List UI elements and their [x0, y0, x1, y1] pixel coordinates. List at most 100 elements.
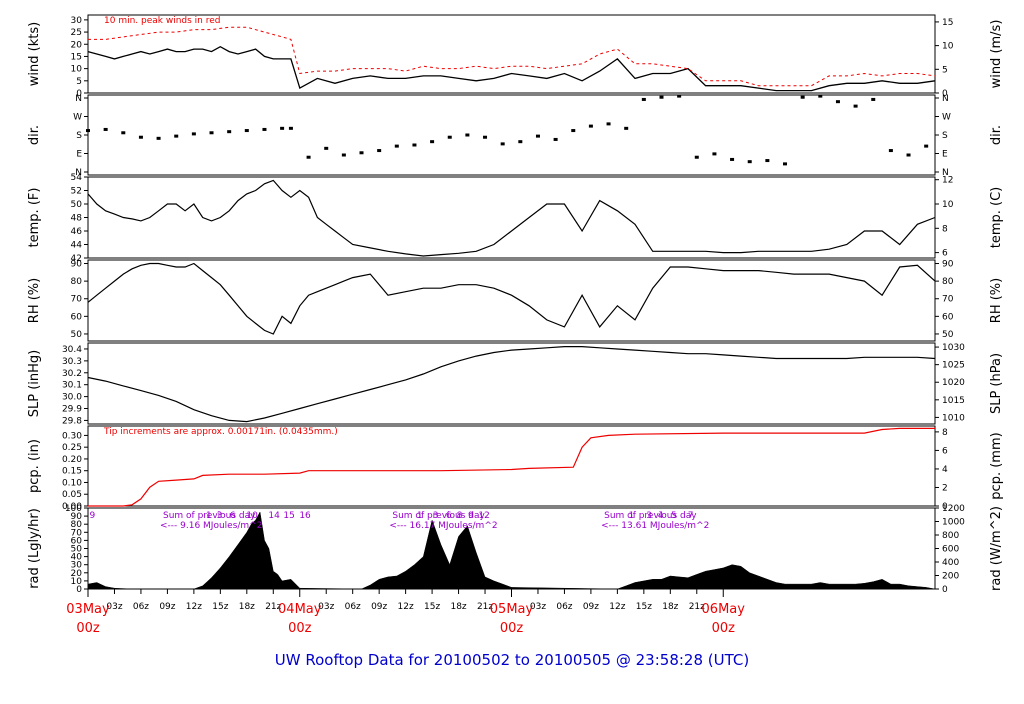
series-line-1: [88, 26, 936, 87]
x-tick-label: 15z: [636, 602, 652, 612]
left-tick-label: 70: [71, 295, 83, 305]
left-tick-label: 60: [71, 536, 83, 546]
hour-tick-label: 5: [671, 511, 677, 521]
y-axis-label-right: pcp. (mm): [989, 432, 1004, 499]
data-point: [359, 151, 364, 155]
left-tick-label: 54: [71, 173, 83, 183]
right-tick-label: 0: [942, 89, 948, 99]
y-axis-label-right: RH (%): [989, 278, 1004, 323]
x-tick-label: 18z: [450, 602, 466, 612]
daily-sum-value: <--- 13.61 MJoules/m^2: [601, 521, 709, 531]
panel-rad: 0102030405060708090100020040060080010001…: [27, 504, 1004, 595]
data-point: [818, 94, 823, 98]
data-point: [324, 146, 329, 150]
y-axis-label: SLP (inHg): [27, 350, 42, 418]
data-point: [412, 143, 417, 147]
data-point: [694, 155, 699, 159]
right-tick-label: N: [942, 94, 949, 104]
left-tick-label: 0.05: [62, 490, 82, 500]
right-tick-label: 8: [942, 428, 948, 438]
data-point: [138, 135, 143, 139]
data-point: [571, 129, 576, 133]
right-tick-label: N: [942, 168, 949, 178]
panel-frame: [87, 342, 936, 425]
data-point: [447, 135, 452, 139]
right-tick-label: 2: [942, 483, 948, 493]
daily-sum-title: Sum of previous day: [392, 511, 485, 521]
series-line: [87, 346, 936, 423]
hour-tick-label: 12: [478, 511, 489, 521]
daily-sum-title: Sum of previous day: [163, 511, 256, 521]
right-tick-label: 1015: [942, 396, 965, 406]
right-tick-label: 50: [942, 330, 954, 340]
data-point: [924, 144, 929, 148]
hour-tick-label: 6: [446, 511, 452, 521]
right-tick-label: 1030: [942, 343, 965, 353]
right-tick-label: 60: [942, 312, 954, 322]
left-tick-label: N: [75, 168, 82, 178]
right-tick-label: 8: [942, 224, 948, 234]
x-tick-label: 15z: [424, 602, 440, 612]
hour-tick-label: 4: [658, 511, 664, 521]
left-tick-label: 90: [71, 512, 83, 522]
left-tick-label: 0.25: [62, 443, 82, 453]
hour-tick-label: 7: [688, 511, 694, 521]
hour-tick-label: 14: [268, 511, 280, 521]
right-tick-label: 10: [942, 42, 954, 52]
hour-tick-label: 3: [433, 511, 439, 521]
day-label-hour: 00z: [500, 621, 524, 636]
data-point: [483, 135, 488, 139]
data-point: [191, 132, 196, 136]
right-tick-label: 15: [942, 18, 953, 28]
hour-tick-label: 6: [230, 511, 236, 521]
data-point: [280, 126, 285, 130]
right-tick-label: 6: [942, 446, 948, 456]
left-tick-label: 50: [71, 330, 83, 340]
data-point: [227, 130, 232, 134]
left-tick-label: 29.8: [62, 416, 82, 426]
y-axis-label: dir.: [27, 125, 42, 145]
panel-annotation: 10 min. peak winds in red: [104, 16, 221, 26]
left-tick-label: N: [75, 94, 82, 104]
x-tick-label: 18z: [662, 602, 678, 612]
left-tick-label: 70: [71, 528, 83, 538]
left-tick-label: 90: [71, 260, 83, 270]
x-tick-label: 12z: [186, 602, 202, 612]
left-tick-label: 20: [71, 569, 83, 579]
left-tick-label: 0.15: [62, 467, 82, 477]
hour-tick-label: 1: [206, 511, 212, 521]
x-tick-label: 06z: [133, 602, 149, 612]
right-tick-label: 800: [942, 531, 959, 541]
right-tick-label: 6: [942, 249, 948, 259]
left-tick-label: 48: [71, 214, 83, 224]
x-tick-label: 18z: [239, 602, 255, 612]
right-tick-label: E: [942, 150, 948, 160]
data-point: [156, 136, 161, 140]
left-tick-label: E: [76, 150, 82, 160]
y-axis-label: RH (%): [27, 278, 42, 323]
hour-tick-label: 9: [468, 511, 474, 521]
data-point: [747, 160, 752, 164]
data-point: [783, 162, 788, 166]
right-tick-label: 0: [942, 585, 948, 595]
y-axis-label-right: SLP (hPa): [989, 353, 1004, 414]
x-tick-label: 21z: [265, 602, 281, 612]
x-tick-label: 03z: [106, 602, 122, 612]
panel-annotation: Tip increments are approx. 0.00171in. (0…: [103, 427, 338, 437]
right-tick-label: 12: [942, 176, 953, 186]
x-tick-label: 06z: [556, 602, 572, 612]
data-point: [712, 152, 717, 156]
data-point: [121, 131, 126, 135]
y-axis-label: pcp. (in): [27, 439, 42, 493]
left-tick-label: 30.3: [62, 357, 82, 367]
panel-frame: [87, 94, 936, 176]
left-tick-label: W: [73, 113, 82, 123]
right-tick-label: 70: [942, 295, 954, 305]
left-tick-label: 0.30: [62, 431, 82, 441]
left-tick-label: 46: [71, 227, 83, 237]
x-tick-label: 09z: [583, 602, 599, 612]
daily-sum-value: <--- 16.17 MJoules/m^2: [389, 521, 497, 531]
day-label-date: 05May: [490, 602, 534, 617]
data-point: [906, 153, 911, 157]
left-tick-label: 50: [71, 200, 83, 210]
